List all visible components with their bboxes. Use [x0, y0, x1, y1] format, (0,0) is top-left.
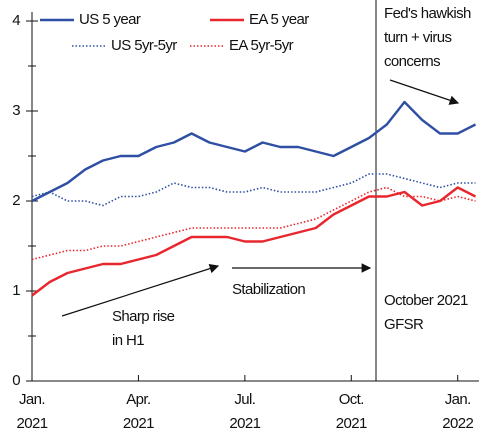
x-tick-label: Jan. 2021	[17, 391, 48, 431]
legend-label: EA 5yr-5yr	[229, 37, 294, 54]
annotation: Stabilization	[232, 281, 305, 298]
arrow	[61, 263, 220, 317]
annotation: October 2021 GFSR	[384, 292, 468, 333]
legend-label: US 5 year	[79, 11, 141, 28]
series-line	[31, 173, 476, 207]
x-tick-label: Apr. 2021	[123, 391, 154, 431]
annotation: Fed's hawkish turn + virus concerns	[384, 5, 471, 70]
y-tick-label: 3	[12, 102, 20, 119]
legend-label: US 5yr-5yr	[111, 37, 177, 54]
series-line	[31, 186, 477, 297]
annotation: Sharp rise in H1	[112, 308, 175, 349]
series-line	[31, 186, 476, 261]
arrow	[389, 79, 460, 105]
series-line	[31, 100, 477, 203]
y-tick-label: 1	[12, 282, 20, 299]
x-tick-label: Jan. 2022	[442, 391, 473, 431]
legend-label: EA 5 year	[249, 11, 309, 28]
x-tick-label: Oct. 2021	[336, 391, 367, 431]
y-tick-label: 4	[12, 12, 20, 29]
y-tick-label: 2	[12, 192, 20, 209]
x-tick-label: Jul. 2021	[229, 391, 260, 431]
y-tick-label: 0	[12, 372, 20, 389]
